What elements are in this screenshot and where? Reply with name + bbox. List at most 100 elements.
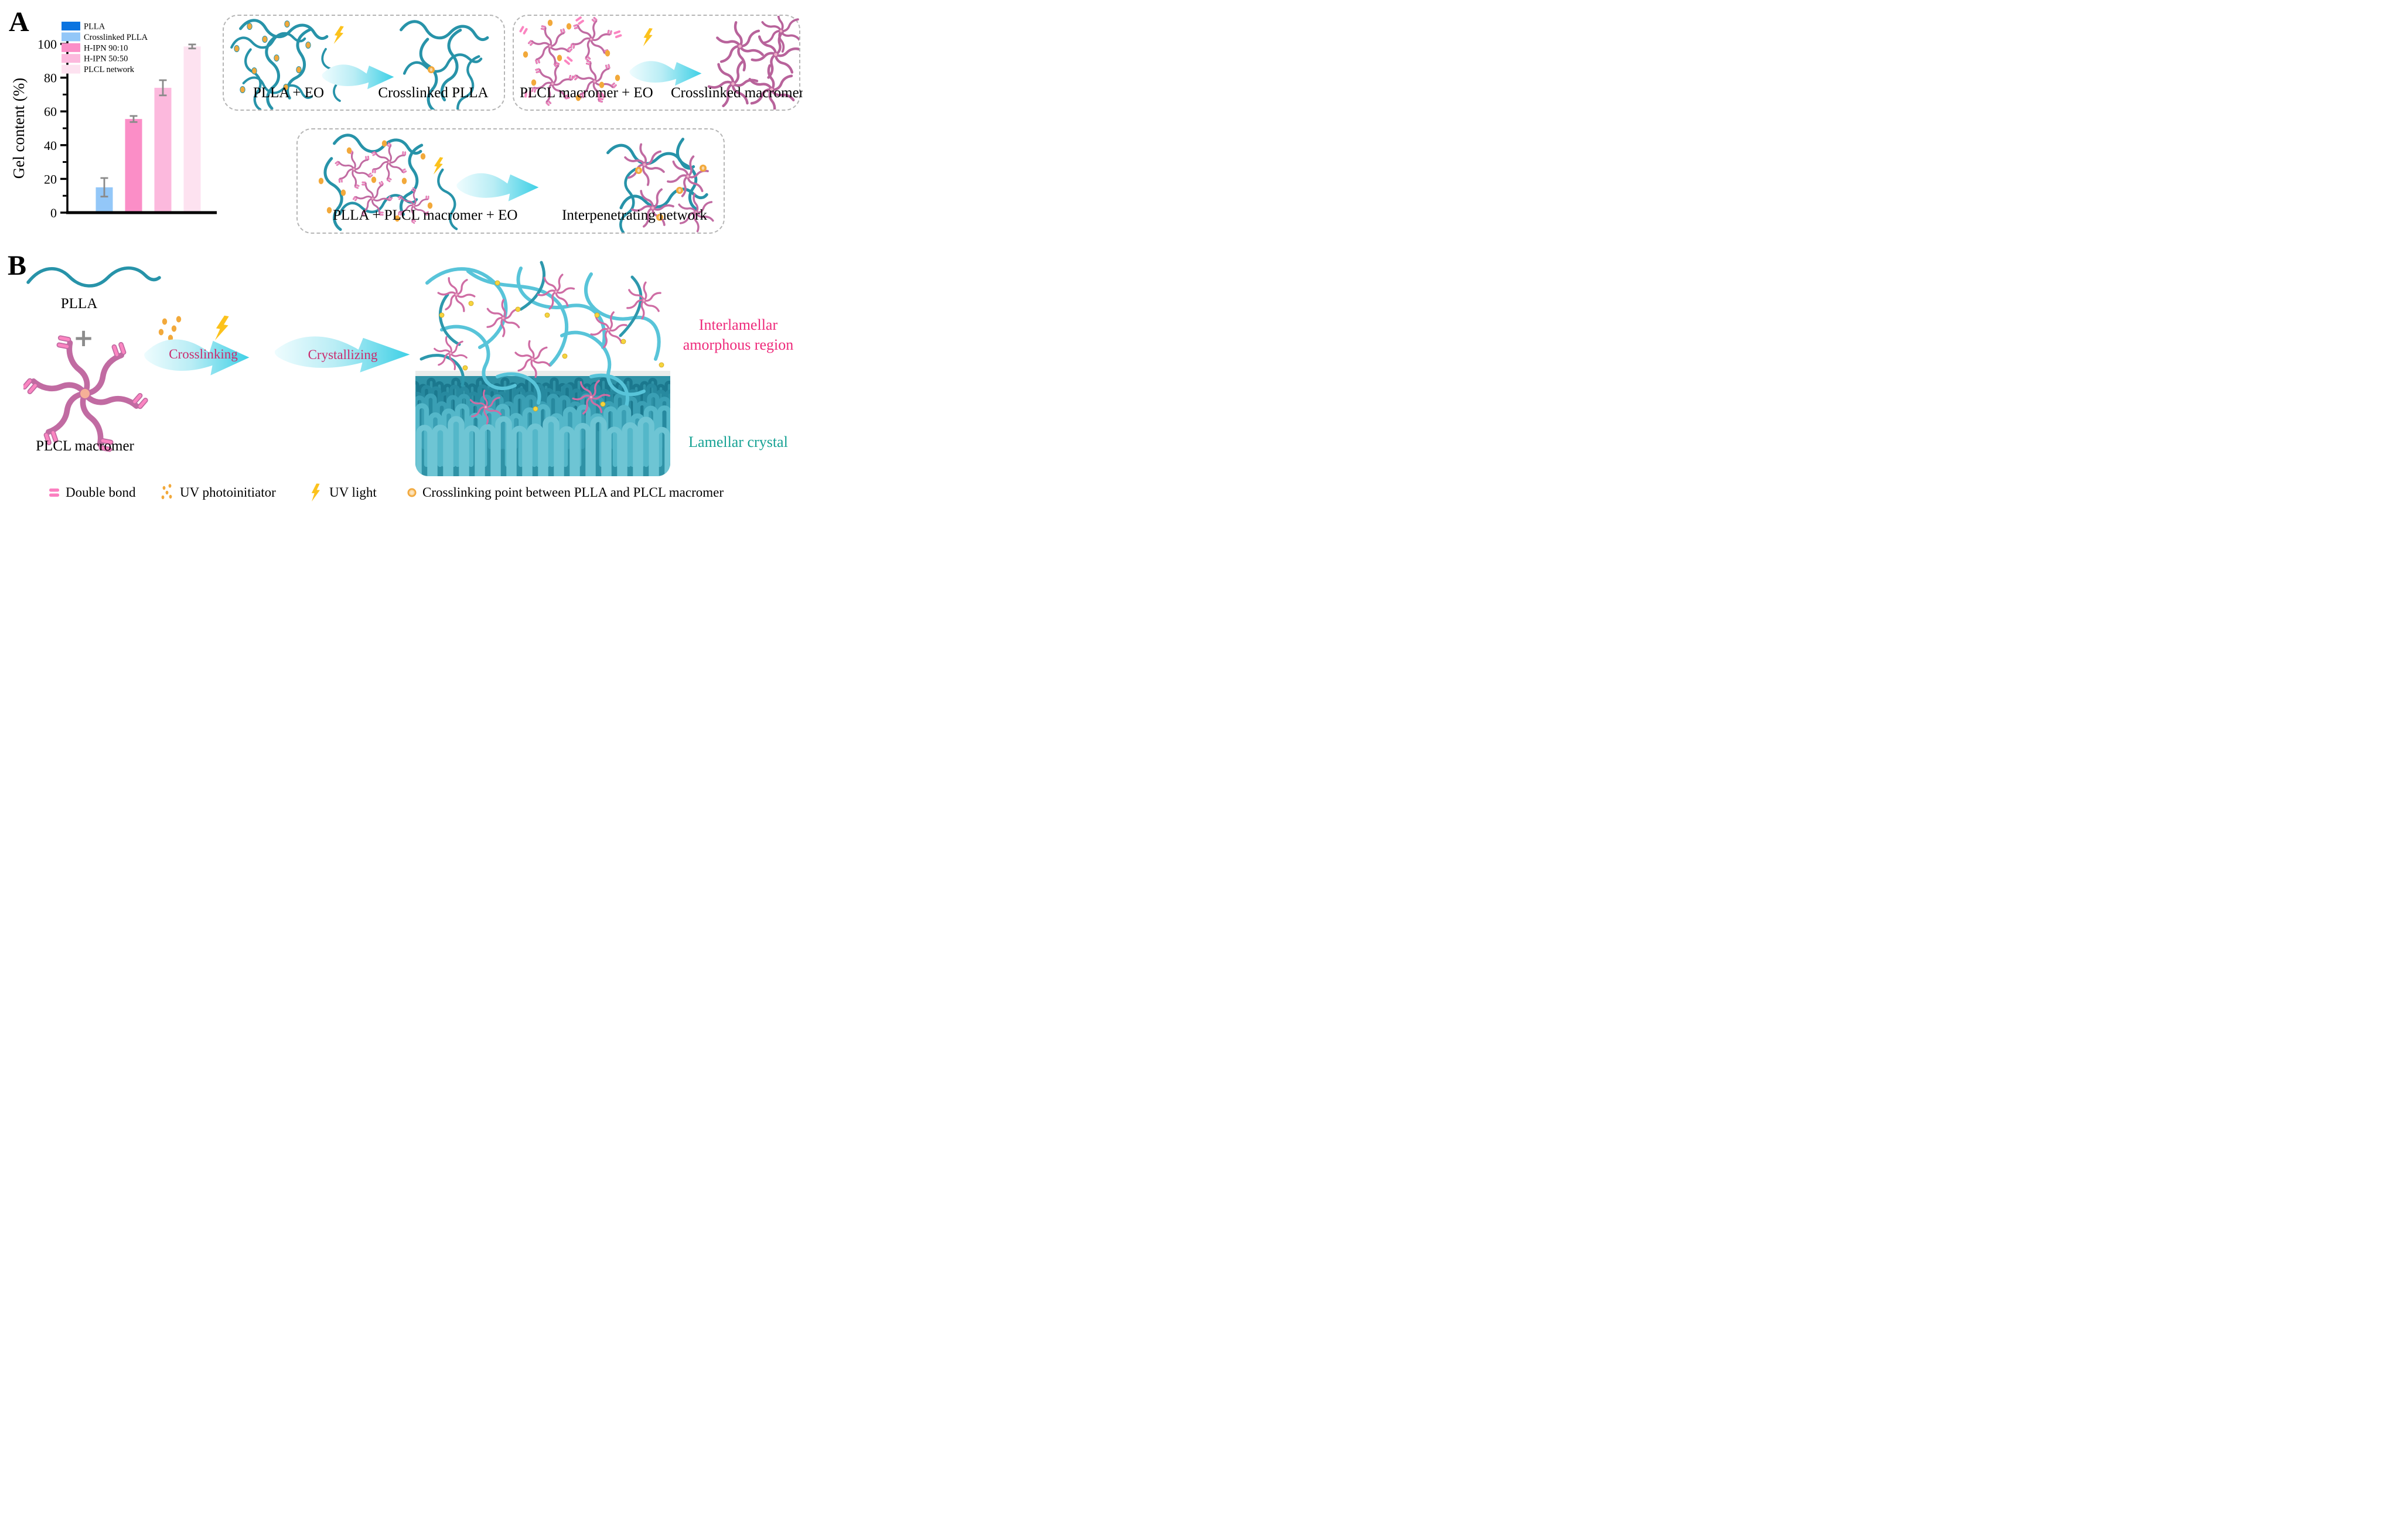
lamellar-loop	[448, 416, 465, 476]
lamellar-loop	[558, 395, 571, 449]
lamellar-loop	[543, 416, 560, 476]
lamellar-loop	[455, 403, 470, 467]
lamellar-loop	[495, 416, 512, 476]
lamellar-loop	[664, 390, 670, 432]
lamellar-loop	[643, 405, 659, 467]
uv-light-icon	[311, 483, 320, 503]
lamellar-loop	[632, 384, 641, 416]
lamellar-loop	[514, 387, 526, 432]
lamellar-loop	[416, 425, 433, 476]
box2-right-label: Crosslinked macromer	[671, 85, 803, 101]
lamellar-loop	[527, 423, 544, 476]
legend-swatch	[62, 22, 80, 30]
box3-left-label: PLLA + PLCL macromer + EO	[333, 207, 518, 223]
lamellar-loop	[441, 408, 456, 467]
y-tick-label: 60	[44, 104, 57, 119]
y-tick-label: 80	[44, 71, 57, 86]
chart-legend-label: PLLA	[84, 22, 105, 32]
lamellar-loops-front	[416, 416, 670, 476]
uv-light-icon	[214, 315, 230, 342]
legend-item-crosslink-point: Crosslinking point between PLLA and PLCL…	[407, 483, 724, 503]
interpenetrating-network	[607, 138, 716, 233]
plus-sign: +	[73, 323, 94, 352]
lamellar-loop	[622, 422, 639, 476]
lamellar-loop	[613, 393, 626, 449]
lamellar-loop	[562, 407, 578, 467]
lamellar-loop	[653, 426, 670, 476]
crosslinking-label: Crosslinking	[169, 347, 238, 361]
box3-right-label: Interpenetrating network	[562, 207, 707, 223]
lamellar-loop	[616, 405, 632, 467]
lamellar-loop	[571, 388, 582, 432]
y-tick-label: 0	[50, 206, 57, 220]
lamellar-loop	[476, 377, 485, 416]
lamellar-loop	[517, 382, 526, 416]
double-bond-icon	[49, 489, 59, 497]
chart-legend-label: H-IPN 50:50	[84, 54, 128, 64]
lamellar-loop	[657, 405, 670, 467]
legend-label: Crosslinking point between PLLA and PLCL…	[422, 485, 724, 500]
lamellar-loop	[590, 416, 607, 476]
lamellar-loop	[658, 397, 670, 449]
lamellar-loop	[558, 426, 575, 476]
lamellar-loop	[606, 426, 623, 476]
legend-swatch	[62, 54, 80, 63]
lamellar-loop	[430, 386, 442, 432]
lamellar-loop	[603, 406, 618, 467]
legend-label: UV photoinitiator	[180, 485, 276, 500]
uv-light-icon	[432, 156, 444, 176]
bar-H-IPN 50:50	[154, 87, 172, 213]
lamellar-loop	[623, 377, 633, 416]
reaction-arrow	[456, 173, 539, 201]
panel-a-label: A	[9, 6, 29, 37]
lamellar-loop	[561, 384, 573, 432]
lamellar-loop	[543, 388, 554, 432]
bar-PLCL network	[183, 46, 201, 213]
lamellar-loop	[647, 392, 660, 449]
lamellar-loop	[435, 401, 448, 449]
lamellar-loop	[468, 391, 479, 432]
chart-legend-label: PLCL network	[84, 65, 135, 74]
crosslink-points-3d	[439, 280, 664, 412]
lamellar-loop	[446, 395, 459, 449]
lamellar-loop	[415, 395, 426, 449]
plcl-macromer	[23, 326, 159, 461]
bar-H-IPN 90:10	[125, 119, 142, 213]
chart-legend-label: Crosslinked PLLA	[84, 33, 148, 42]
box2-left-label: PLCL macromer + EO	[520, 85, 653, 101]
lamellar-loop	[479, 424, 496, 476]
plla-label: PLLA	[60, 296, 98, 312]
legend-item-uv-photoinitiator: UV photoinitiator	[161, 483, 276, 503]
plla-chain	[26, 266, 161, 288]
y-tick-label: 100	[37, 37, 57, 52]
legend-item-uv-light: UV light	[311, 483, 377, 503]
lamellar-loop	[509, 413, 524, 467]
interlamellar-region-label: Interlamellar amorphous region	[683, 316, 794, 353]
lamellar-loop	[415, 381, 419, 416]
lamellar-loop	[637, 416, 654, 476]
lamellar-loop	[477, 384, 489, 432]
lamellar-loop	[486, 387, 498, 432]
lamellar-loop	[511, 425, 528, 476]
legend-label: Double bond	[66, 485, 136, 500]
lamellar-loop	[449, 384, 461, 432]
legend-label: UV light	[329, 485, 377, 500]
panel-b-label: B	[8, 250, 27, 281]
legend-swatch	[62, 64, 80, 74]
lamellar-loop	[576, 404, 591, 467]
lamellar-loop	[524, 394, 537, 449]
crystallizing-label: Crystallizing	[308, 347, 378, 362]
lamellar-loop	[664, 380, 670, 416]
plcl-macromer-label: PLCL macromer	[36, 438, 134, 454]
lamellar-loop	[480, 394, 493, 449]
legend-swatch	[62, 43, 80, 52]
lamellar-loop	[522, 407, 537, 467]
figure-page: A 0 20 40 60 80 100 PLLA Crosslinked PLLA H-IPN …	[0, 0, 803, 507]
uv-photoinitiator-icon	[161, 484, 172, 500]
lamellar-loop	[648, 378, 657, 416]
lamellar-loop	[451, 377, 461, 416]
chart-legend-label: H-IPN 90:10	[84, 43, 128, 53]
lamellar-loop	[574, 423, 591, 476]
legend-swatch	[62, 32, 80, 42]
lamellar-loop	[428, 412, 443, 467]
